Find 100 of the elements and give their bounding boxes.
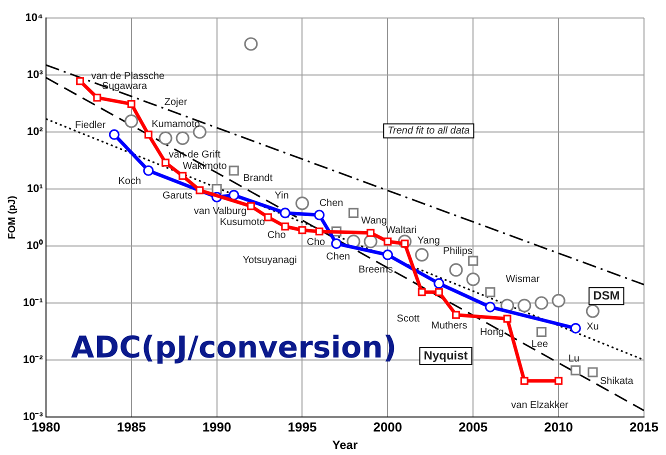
x-tick-label: 1990 — [202, 419, 232, 434]
annotation: DSM — [593, 288, 620, 302]
point — [280, 208, 290, 218]
annotation: Philips — [443, 246, 472, 257]
point — [162, 158, 170, 167]
point — [144, 130, 152, 139]
point — [108, 129, 120, 140]
y-tick-label: 10⁴ — [25, 12, 43, 24]
point — [452, 310, 460, 319]
point — [176, 131, 190, 145]
annotation: Yang — [417, 236, 440, 247]
point — [534, 296, 548, 310]
point — [434, 288, 443, 296]
point — [449, 263, 463, 277]
point — [331, 238, 342, 249]
point — [588, 367, 598, 378]
annotation: Muthers — [431, 320, 468, 332]
y-tick-label: 10³ — [26, 69, 44, 82]
annotation: Kumamoto — [152, 118, 200, 130]
point — [124, 114, 138, 128]
point — [244, 37, 258, 51]
point — [315, 227, 324, 236]
point — [503, 314, 512, 323]
annotation: Yin — [274, 190, 289, 202]
annotation: Xu — [586, 322, 599, 333]
x-tick-label: 2015 — [630, 419, 658, 434]
x-tick-label: 1995 — [288, 419, 317, 434]
x-tick-label: 1985 — [116, 419, 146, 434]
y-tick-label: 10¹ — [26, 183, 44, 196]
point — [418, 288, 426, 296]
annotation: Garuts — [162, 190, 192, 202]
annotation: Scott — [396, 314, 420, 325]
point — [295, 196, 310, 210]
annotation: Chen — [326, 252, 350, 263]
annotation: Lee — [531, 338, 549, 350]
point — [434, 278, 444, 289]
annotation: Chen — [319, 198, 344, 209]
y-tick-label: 10² — [26, 126, 44, 138]
point — [484, 302, 496, 312]
annotation: Lu — [568, 354, 580, 365]
annotation: Cho — [306, 236, 326, 248]
point — [536, 326, 547, 338]
y-tick-label: 10⁻² — [22, 354, 44, 366]
point — [570, 365, 581, 376]
annotation: Koch — [118, 176, 142, 187]
annotation: Nyquist — [424, 348, 468, 362]
point — [127, 100, 136, 108]
y-tick-label: 10⁰ — [26, 239, 43, 252]
point — [228, 190, 240, 200]
point — [281, 222, 290, 230]
annotation: Waltari — [386, 224, 417, 236]
point — [485, 287, 496, 298]
point — [518, 298, 532, 312]
x-axis-title: Year — [332, 438, 358, 452]
annotation: Shikata — [600, 376, 634, 387]
point — [384, 238, 392, 246]
annotation: Wakimoto — [182, 160, 228, 172]
point — [466, 272, 480, 286]
point — [520, 376, 528, 385]
point — [348, 208, 359, 218]
point — [158, 131, 172, 145]
annotation: Yotsuyanagi — [242, 255, 297, 266]
annotation: Zojer — [164, 97, 188, 108]
point — [212, 184, 222, 194]
point — [76, 77, 84, 86]
point — [178, 172, 187, 180]
annotation: Wismar — [506, 274, 540, 285]
point — [93, 94, 102, 102]
annotation: van Valburg — [194, 206, 247, 217]
point — [314, 210, 325, 220]
annotation: Sugawara — [102, 81, 148, 92]
x-tick-label: 2010 — [544, 419, 574, 434]
point — [415, 248, 429, 262]
point — [552, 294, 566, 308]
point — [143, 165, 154, 176]
annotation: van de Plassche — [91, 70, 166, 82]
annotation: van Elzakker — [511, 400, 570, 411]
point — [264, 213, 272, 222]
annotation: Brandt — [243, 172, 273, 184]
annotation: Trend fit to all data — [388, 126, 470, 137]
point — [366, 228, 375, 237]
y-tick-label: 10⁻¹ — [22, 297, 44, 310]
point — [364, 234, 378, 248]
x-tick-label: 2005 — [458, 419, 488, 434]
point — [554, 376, 563, 385]
annotation: Breems — [358, 264, 393, 276]
point — [586, 304, 600, 318]
point — [382, 250, 393, 260]
point — [246, 202, 255, 210]
annotation: Fiedler — [75, 120, 106, 131]
y-axis-title: FOM (pJ) — [6, 196, 18, 240]
annotation: Wang — [361, 216, 387, 227]
point — [298, 226, 306, 234]
annotation: Hong — [480, 326, 504, 338]
point — [228, 166, 239, 176]
x-tick-label: 2000 — [373, 419, 402, 434]
annotation: van de Grift — [168, 150, 221, 161]
point — [570, 322, 581, 334]
annotation: ADC(pJ/conversion) — [71, 330, 397, 366]
annotation: Cho — [267, 230, 286, 241]
